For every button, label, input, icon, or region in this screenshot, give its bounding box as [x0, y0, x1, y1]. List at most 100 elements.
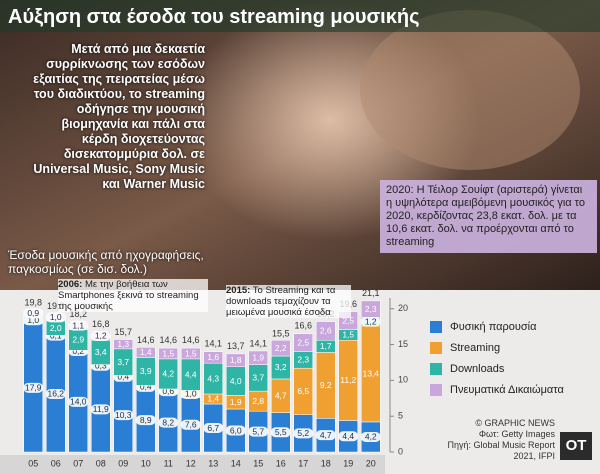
value-label: 1,8 [230, 355, 242, 365]
annotation-text: Με την βοήθεια των Smartphones ξεκινά το… [58, 279, 199, 312]
value-label: 0,2 [72, 346, 84, 356]
value-label: 1,9 [230, 397, 242, 407]
value-label: 2,3 [365, 304, 377, 314]
value-label: 4,3 [207, 373, 219, 383]
x-tick-label: 05 [28, 458, 38, 468]
axis-band [0, 455, 385, 474]
legend-swatch [430, 363, 442, 375]
value-label: 0,6 [162, 386, 174, 396]
label-pill [180, 419, 201, 430]
label-pill [90, 330, 111, 341]
value-label: 1,0 [27, 315, 39, 325]
credit: Πηγή: Global Music Report 2021, IFPI [447, 440, 555, 461]
value-label: 0,9 [27, 308, 39, 318]
value-label: 1,7 [320, 341, 332, 351]
value-label: 1,1 [72, 320, 84, 330]
total-label: 19,8 [24, 298, 42, 308]
legend-label: Streaming [450, 342, 500, 354]
x-tick-label: 09 [118, 458, 128, 468]
x-tick-label: 11 [164, 458, 173, 468]
x-tick-label: 19 [343, 458, 353, 468]
value-label: 1,5 [185, 348, 197, 358]
annotation: 2015: Το Streaming και τα downloads τεμα… [226, 285, 351, 318]
label-pill [203, 423, 224, 434]
label-pill [360, 316, 381, 327]
value-label: 1,2 [95, 331, 107, 341]
value-label: 6,5 [297, 386, 309, 396]
bar-segment [226, 353, 246, 368]
label-pill [225, 425, 246, 436]
value-label: 3,2 [275, 362, 287, 372]
value-label: 2,9 [72, 335, 84, 345]
label-pill [315, 430, 336, 441]
value-label: 4,0 [230, 376, 242, 386]
credits: © GRAPHIC NEWS Φωτ: Getty Images Πηγή: G… [440, 418, 555, 462]
y-tick-label: 5 [398, 411, 403, 421]
x-tick-label: 13 [208, 458, 218, 468]
intro-text: Μετά από μια δεκαετία συρρίκνωσης των εσ… [33, 42, 205, 191]
x-tick-label: 14 [231, 458, 241, 468]
label-pill [180, 388, 201, 399]
title: Αύξηση στα έσοδα του streaming μουσικής [8, 6, 420, 28]
bar-segment [316, 321, 336, 341]
total-label: 18,2 [69, 309, 87, 319]
x-tick-label: 10 [141, 458, 151, 468]
value-label: 4,2 [365, 432, 377, 442]
value-label: 13,4 [362, 369, 379, 379]
value-label: 1,5 [342, 330, 354, 340]
value-label: 7,6 [185, 420, 197, 430]
value-label: 14,0 [70, 397, 87, 407]
title-band [0, 0, 600, 32]
value-label: 3,9 [140, 366, 152, 376]
x-tick-label: 20 [366, 458, 376, 468]
photo-hair [360, 10, 580, 170]
bar-segment [293, 333, 313, 352]
y-tick-label: 20 [398, 303, 408, 313]
label-pill [113, 410, 134, 421]
value-label: 9,2 [320, 380, 332, 390]
annotation-year: 2015: [226, 285, 251, 296]
value-label: 2,5 [297, 338, 309, 348]
label-pill [68, 396, 89, 407]
logo: OT [560, 432, 592, 460]
bar-segment [271, 340, 291, 357]
label-pill [135, 415, 156, 426]
legend-swatch [430, 342, 442, 354]
value-label: 4,4 [342, 431, 354, 441]
label-pill [338, 431, 359, 442]
value-label: 1,4 [140, 347, 152, 357]
value-label: 8,9 [140, 415, 152, 425]
bar-segment [136, 347, 156, 358]
value-label: 8,2 [162, 417, 174, 427]
value-label: 4,7 [320, 430, 332, 440]
value-label: 2,6 [320, 326, 332, 336]
label-pill [23, 308, 44, 319]
label-pill [248, 426, 269, 437]
total-label: 19,3 [47, 301, 65, 311]
total-label: 14,1 [249, 338, 267, 348]
legend-label: Downloads [450, 363, 505, 375]
x-tick-label: 16 [276, 458, 286, 468]
label-pill [68, 320, 89, 331]
value-label: 3,4 [95, 347, 107, 357]
label-pill [293, 428, 314, 439]
credit: Φωτ: Getty Images [478, 429, 555, 439]
x-tick-label: 06 [51, 458, 61, 468]
x-tick-label: 07 [73, 458, 83, 468]
value-label: 16,2 [47, 389, 64, 399]
value-label: 4,7 [275, 391, 287, 401]
bar-segment [113, 339, 133, 350]
value-label: 0,4 [117, 372, 129, 382]
value-label: 1,0 [185, 389, 197, 399]
x-tick-label: 08 [96, 458, 106, 468]
value-label: 1,2 [365, 316, 377, 326]
value-label: 2,2 [275, 343, 287, 353]
y-tick-label: 0 [398, 446, 403, 456]
value-label: 1,4 [207, 394, 219, 404]
value-label: 1,5 [162, 348, 174, 358]
value-label: 2,5 [342, 315, 354, 325]
value-label: 0,3 [95, 360, 107, 370]
credit: © GRAPHIC NEWS [475, 418, 555, 428]
value-label: 1,0 [50, 312, 62, 322]
